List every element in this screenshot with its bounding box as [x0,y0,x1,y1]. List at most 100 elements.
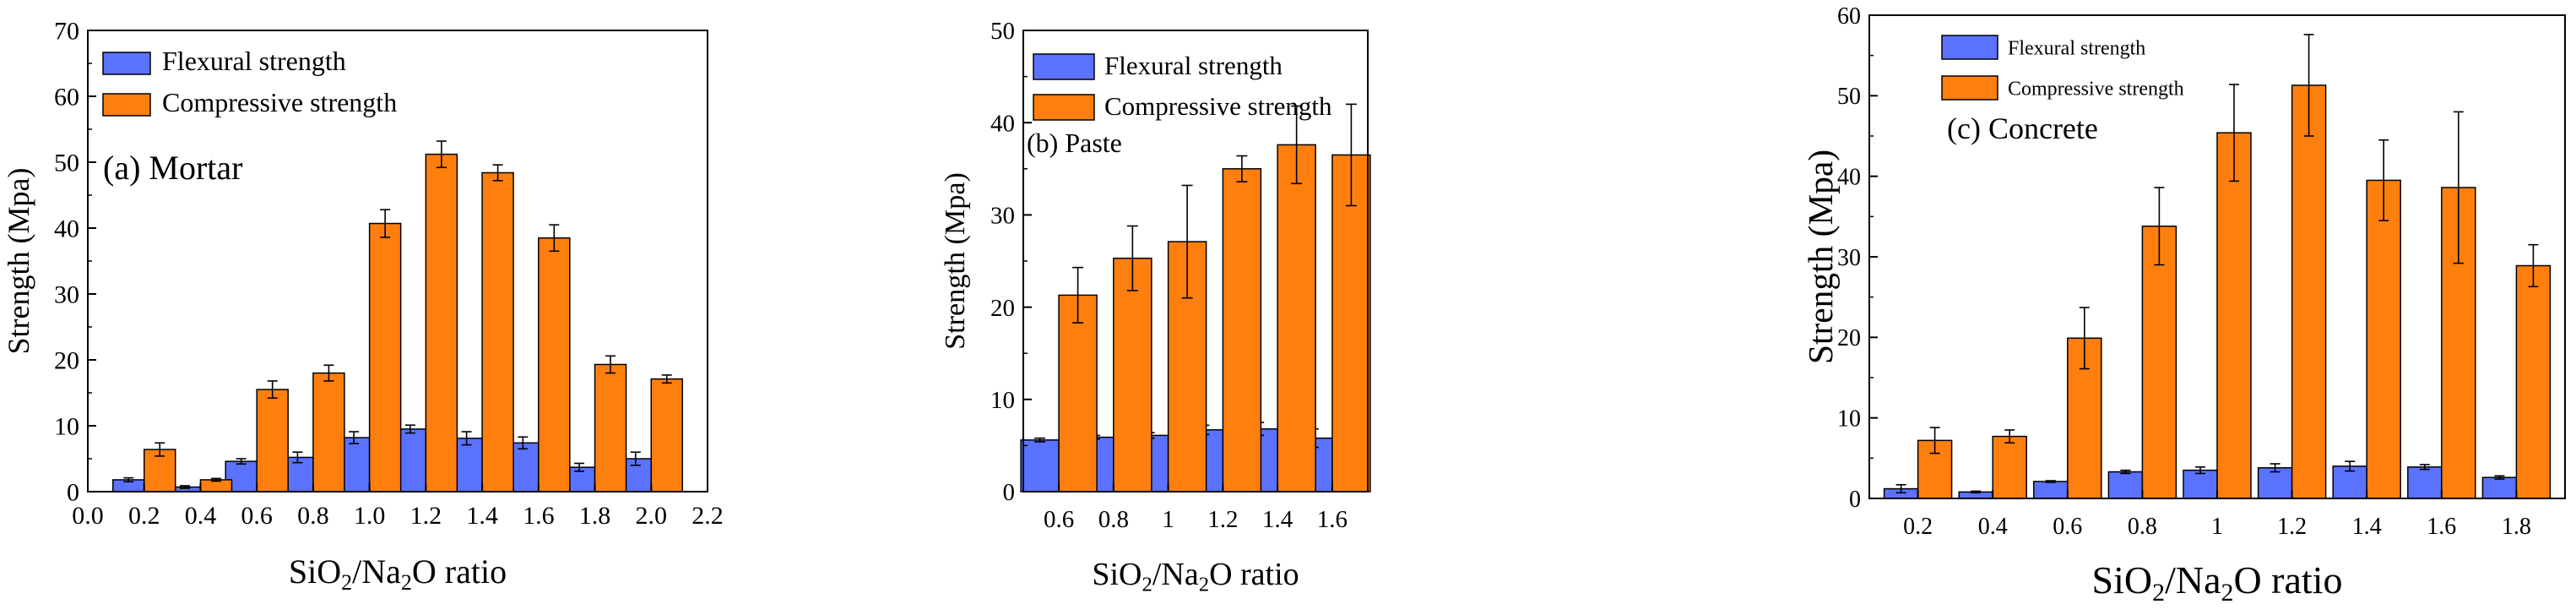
bar-flexural [2407,466,2443,499]
x-tick-label: 0.4 [1978,514,2008,540]
x-tick-label: 2.2 [691,502,724,530]
y-tick-label: 40 [1837,164,1861,190]
x-tick-label: 1.0 [354,502,386,530]
y-axis-label: Strength (Mpa) [2,168,35,355]
bar-compressive [481,171,514,493]
legend-swatch-flexural [102,52,151,75]
bar-flexural [2183,469,2218,499]
x-axis-label-subscript: 2 [1199,574,1209,596]
y-tick-label: 20 [54,347,79,375]
x-tick-label: 0.6 [241,502,273,530]
x-tick-label: 1.8 [579,502,611,530]
bar-compressive [368,222,402,493]
legend-label-flexural: Flexural strength [1104,51,1283,80]
y-tick-label: 50 [1837,84,1861,110]
x-tick-label: 1.6 [2427,514,2456,540]
y-tick-label: 20 [990,295,1015,322]
legend-swatch-compressive [102,93,151,117]
legend: Flexural strength Compressive strength [1941,35,2184,101]
x-tick-label: 0.6 [2053,514,2082,540]
panel-label: (a) Mortar [103,149,242,187]
y-tick-label: 70 [54,18,79,46]
x-tick-label: 0.0 [72,502,104,530]
y-tick-label: 10 [1837,405,1861,432]
x-axis-label: SiO2/Na2O ratio [2092,558,2343,607]
x-tick-label: 1 [2211,514,2223,540]
x-axis-label-part: /Na [2165,558,2221,601]
legend-label-compressive: Compressive strength [2008,78,2184,100]
x-axis-label-part: /Na [1152,557,1199,592]
legend-label-flexural: Flexural strength [2008,37,2145,59]
x-tick-label: 1 [1162,506,1174,533]
legend-label-compressive: Compressive strength [1104,91,1332,121]
bar-compressive [1222,168,1262,493]
x-tick-label: 0.8 [2128,514,2157,540]
x-tick-label: 1.2 [1207,506,1238,533]
bar-compressive [312,372,345,493]
bar-flexural [2107,471,2144,499]
x-tick-label: 2.0 [636,502,668,530]
y-tick-label: 50 [54,150,79,177]
x-axis-label-subscript: 2 [341,570,352,595]
x-tick-label: 1.4 [1262,506,1293,533]
legend: Flexural strength Compressive strength [1033,51,1332,121]
x-tick-label: 1.8 [2502,514,2531,540]
bar-compressive [650,378,684,493]
bar-compressive [143,449,176,493]
legend-swatch-flexural [1033,53,1095,80]
x-axis-label: SiO2/Na2O ratio [289,552,507,595]
x-axis-label-subscript: 2 [1142,574,1152,596]
x-axis-label-part: SiO [289,552,341,591]
y-tick-label: 30 [1837,245,1861,271]
x-axis-label-part: O ratio [1209,557,1299,592]
x-tick-label: 0.8 [297,502,329,530]
y-tick-label: 40 [54,215,79,243]
x-tick-label: 1.4 [2352,514,2382,540]
x-tick-label: 1.2 [2277,514,2307,540]
x-axis-label-subscript: 2 [2152,579,2165,607]
x-tick-label: 1.2 [410,502,442,530]
y-tick-label: 30 [54,281,79,309]
x-tick-label: 0.8 [1098,506,1129,533]
x-tick-label: 0.2 [1903,514,1933,540]
y-tick-label: 10 [54,413,79,441]
bar-compressive [1277,144,1316,493]
bar-flexural [1020,439,1060,493]
bar-compressive [2291,84,2327,499]
y-axis-label: Strength (Mpa) [1801,150,1841,364]
y-tick-label: 30 [990,203,1015,230]
bar-compressive [538,237,571,493]
y-tick-label: 20 [1837,325,1861,351]
panel-label: (b) Paste [1027,128,1122,158]
x-axis-label: SiO2/Na2O ratio [1092,557,1299,596]
chart-mortar: 0 10 20 30 40 50 60 70 0.0 0.2 0.4 0.6 0.8 1.0 1.2 1.4 1… [2,18,724,596]
x-axis-label-part: SiO [2092,558,2153,601]
legend: Flexural strength Compressive strength [102,46,397,117]
legend-swatch-compressive [1033,94,1095,121]
x-tick-label: 0.6 [1044,506,1074,533]
x-tick-label: 1.4 [466,502,498,530]
x-axis-label-part: O ratio [2233,558,2342,601]
bar-compressive [2366,179,2401,499]
legend-swatch-compressive [1941,75,1998,101]
y-tick-label: 40 [990,110,1015,137]
x-axis-label-part: O ratio [412,552,507,591]
x-axis-label-part: /Na [352,552,401,591]
bar-compressive [2216,132,2252,499]
bar-flexural [2481,476,2518,499]
bar-compressive [1992,435,2027,499]
x-axis-label-subscript: 2 [401,570,412,595]
bar-compressive [1058,294,1098,493]
y-tick-label: 10 [990,387,1015,414]
x-tick-label: 0.2 [128,502,160,530]
x-tick-label: 1.6 [1317,506,1348,533]
chart-concrete: 0 10 20 30 40 50 60 0.2 0.4 0.6 0.8 1 1.2 1.4 1.6 1.8 Si… [1801,3,2566,607]
bar-compressive [1113,257,1152,493]
legend-swatch-flexural [1941,35,1998,60]
x-tick-label: 0.4 [185,502,217,530]
bar-compressive [425,153,458,493]
panel-label: (c) Concrete [1947,112,2098,145]
bar-compressive [594,363,627,493]
